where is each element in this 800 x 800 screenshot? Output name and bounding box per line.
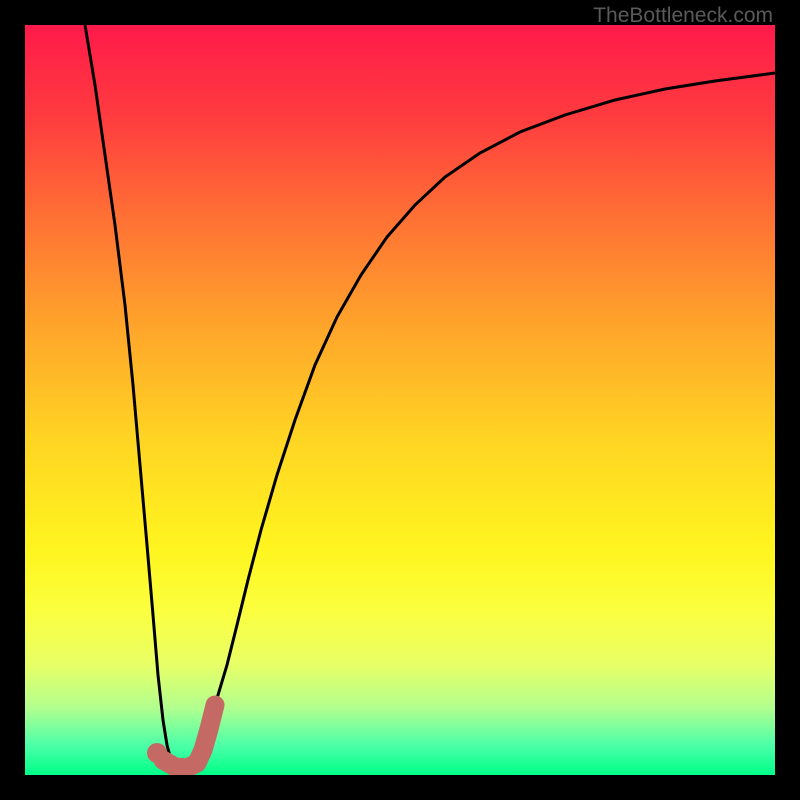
chart-container: TheBottleneck.com [0,0,800,800]
marker-j-dot [147,743,167,763]
chart-svg [25,25,775,775]
plot-area [25,25,775,775]
gradient-background [25,25,775,775]
watermark-text: TheBottleneck.com [593,4,773,28]
